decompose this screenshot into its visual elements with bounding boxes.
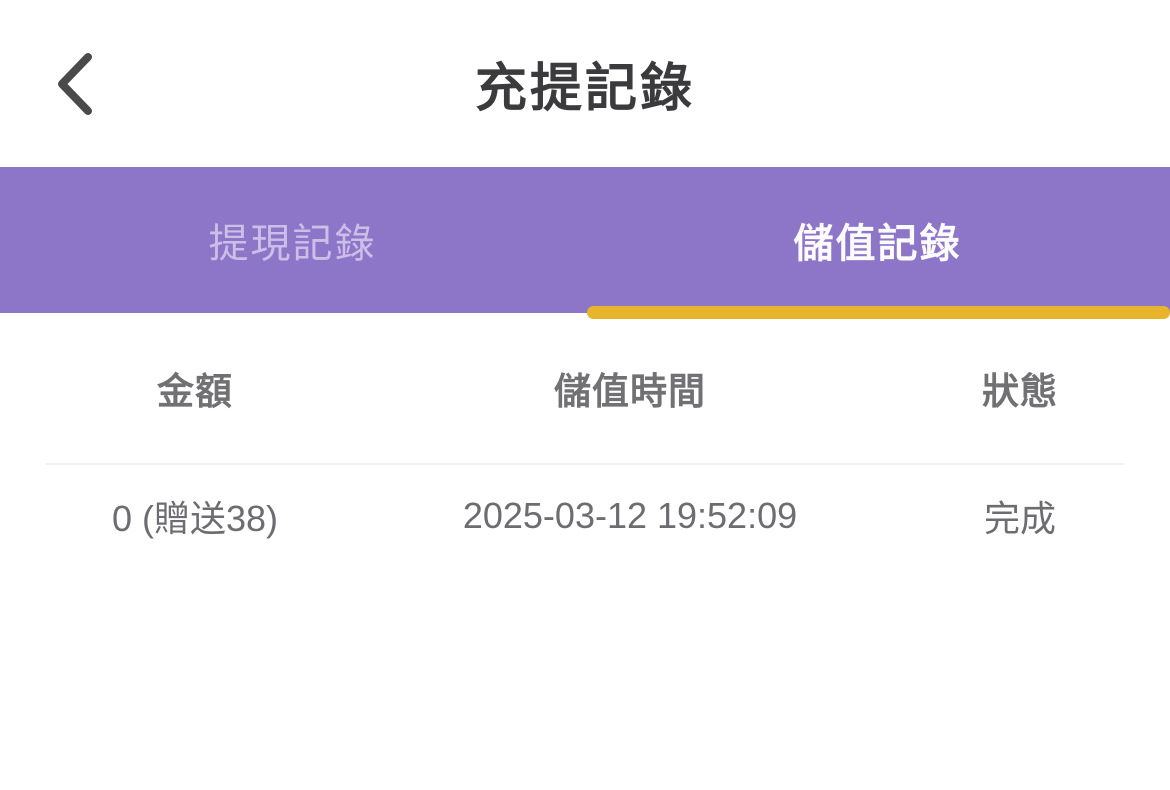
cell-amount: 0 (贈送38) [111,498,279,539]
column-header-amount: 金額 [157,371,233,412]
divider [46,463,1124,465]
cell-time: 2025-03-12 19:52:09 [462,495,798,536]
back-button[interactable] [52,51,96,117]
page-title: 充提記錄 [474,60,695,118]
column-header-status: 狀態 [982,371,1058,412]
tab-deposit-records[interactable]: 儲值記錄 [793,222,962,266]
active-tab-indicator [587,306,1170,319]
navbar: 充提記錄 [0,0,1170,167]
table-row: 0 (贈送38) 2025-03-12 19:52:09 完成 [0,465,1170,567]
column-header-time: 儲值時間 [554,371,706,412]
table-header-row: 金額 儲值時間 狀態 [0,313,1170,463]
tab-withdraw-records[interactable]: 提現記錄 [208,222,377,266]
tab-bar: 提現記錄 儲值記錄 [0,167,1170,319]
cell-status: 完成 [983,498,1056,539]
records-table: 金額 儲值時間 狀態 0 (贈送38) 2025-03-12 19:52:09 … [0,313,1170,790]
chevron-left-icon [58,52,92,115]
